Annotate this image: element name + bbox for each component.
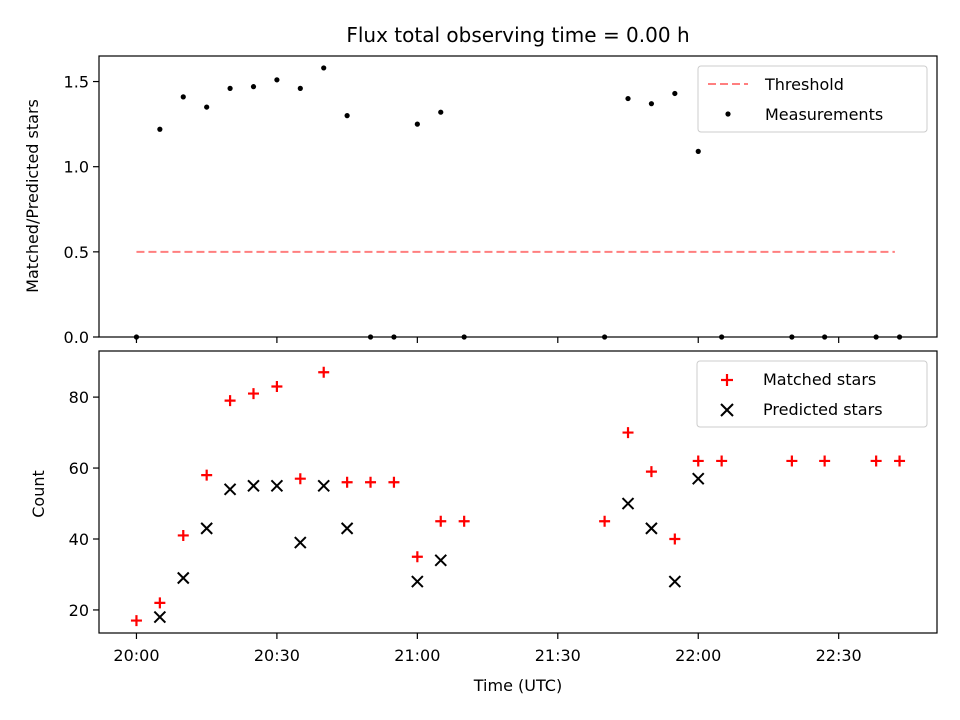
matched-stars-point <box>645 466 657 478</box>
ratio-y-tick-label: 1.0 <box>64 158 89 177</box>
predicted-stars-point <box>411 575 424 588</box>
count-axes: 20 40 60 80 20:00 20:30 21:00 21:30 22:00 22:30 <box>69 388 862 665</box>
predicted-stars-point <box>177 571 190 585</box>
matched-legend-label: Matched stars <box>763 370 876 389</box>
ratio-axes: 0.0 0.5 1.0 1.5 <box>64 73 840 347</box>
matched-stars-point <box>318 366 330 378</box>
count-x-tick-label: 22:30 <box>816 646 862 665</box>
matched-stars-point <box>271 380 283 392</box>
predicted-stars-point <box>200 522 213 535</box>
count-x-tick-label: 21:00 <box>394 646 440 665</box>
ratio-y-tick-label: 0.5 <box>64 243 89 262</box>
measurements-legend-label: Measurements <box>765 105 883 124</box>
measurements-point <box>344 113 350 119</box>
count-x-tick-label: 21:30 <box>535 646 581 665</box>
matched-stars-point <box>622 427 634 439</box>
count-x-tick-label: 20:30 <box>254 646 300 665</box>
matched-stars-point <box>819 455 831 467</box>
ratio-legend: Threshold Measurements <box>697 65 928 133</box>
predicted-legend-label: Predicted stars <box>763 400 883 419</box>
matched-stars-point <box>599 515 611 527</box>
count-y-tick-label: 80 <box>69 388 89 407</box>
predicted-stars-point <box>270 479 284 492</box>
predicted-stars-point <box>434 554 447 567</box>
ratio-plot-frame <box>98 55 938 338</box>
matched-stars-point <box>894 455 906 467</box>
predicted-stars-point <box>247 479 260 492</box>
matched-stars-point <box>130 615 142 627</box>
count-y-tick-label: 60 <box>69 459 89 478</box>
matched-stars-point <box>458 515 470 527</box>
measurements-point <box>414 121 420 127</box>
predicted-stars-point <box>692 472 705 485</box>
matched-stars-point <box>247 388 259 400</box>
matched-legend-swatch <box>721 374 733 386</box>
matched-stars-point <box>154 597 166 609</box>
measurements-point <box>227 85 233 91</box>
measurements-point <box>648 101 655 107</box>
matched-stars-point <box>786 455 798 467</box>
count-legend: Matched stars Predicted stars <box>696 360 928 428</box>
matched-stars-point <box>294 473 306 485</box>
measurements-point <box>672 90 678 97</box>
matched-stars-point <box>669 533 681 545</box>
predicted-stars-point <box>340 522 354 535</box>
ratio-legend-frame <box>697 65 928 133</box>
count-plot-content <box>130 366 906 627</box>
count-y-tick-label: 40 <box>69 530 89 549</box>
matched-stars-point <box>716 455 728 467</box>
measurements-point <box>274 77 280 83</box>
measurements-point <box>204 104 210 110</box>
predicted-stars-point <box>223 483 237 496</box>
matched-stars-point <box>177 529 189 541</box>
measurements-point <box>180 94 186 100</box>
predicted-legend-swatch <box>720 403 734 417</box>
predicted-stars-point <box>153 610 167 624</box>
predicted-stars-point <box>294 536 307 549</box>
matched-stars-point <box>365 476 377 488</box>
ratio-y-tick-label: 1.5 <box>64 73 89 92</box>
predicted-stars-point <box>621 497 635 510</box>
measurements-legend-swatch <box>725 111 731 117</box>
measurements-point <box>297 85 303 91</box>
matched-stars-point <box>388 476 400 488</box>
count-legend-frame <box>696 360 928 428</box>
matched-stars-point <box>201 469 213 481</box>
matched-stars-point <box>341 476 353 488</box>
predicted-stars-point <box>668 575 682 588</box>
matched-stars-point <box>870 455 882 467</box>
measurements-point <box>250 84 257 90</box>
measurements-point <box>695 148 701 154</box>
ratio-panel: Flux total observing time = 0.00 h Match… <box>23 23 938 347</box>
measurements-point <box>157 126 163 132</box>
count-y-axis-label: Count <box>29 470 48 518</box>
matched-stars-point <box>692 455 704 467</box>
count-x-tick-label: 22:00 <box>675 646 721 665</box>
measurements-point <box>625 95 631 102</box>
matched-stars-point <box>411 551 423 563</box>
measurements-point <box>438 109 444 115</box>
chart-title: Flux total observing time = 0.00 h <box>346 23 689 47</box>
predicted-stars-point <box>317 479 330 492</box>
matched-stars-point <box>224 395 236 407</box>
measurements-point <box>321 65 327 71</box>
count-plot-frame <box>98 350 938 634</box>
count-panel: Count Time (UTC) 20 40 60 80 20:00 20:30 21:00… <box>29 350 938 695</box>
threshold-legend-label: Threshold <box>764 75 844 94</box>
count-y-tick-label: 20 <box>69 601 89 620</box>
predicted-stars-point <box>645 522 658 535</box>
ratio-y-tick-label: 0.0 <box>64 328 89 347</box>
x-axis-label: Time (UTC) <box>473 676 562 695</box>
count-x-tick-label: 20:00 <box>113 646 159 665</box>
matched-stars-point <box>435 515 447 527</box>
ratio-y-axis-label: Matched/Predicted stars <box>23 99 42 293</box>
